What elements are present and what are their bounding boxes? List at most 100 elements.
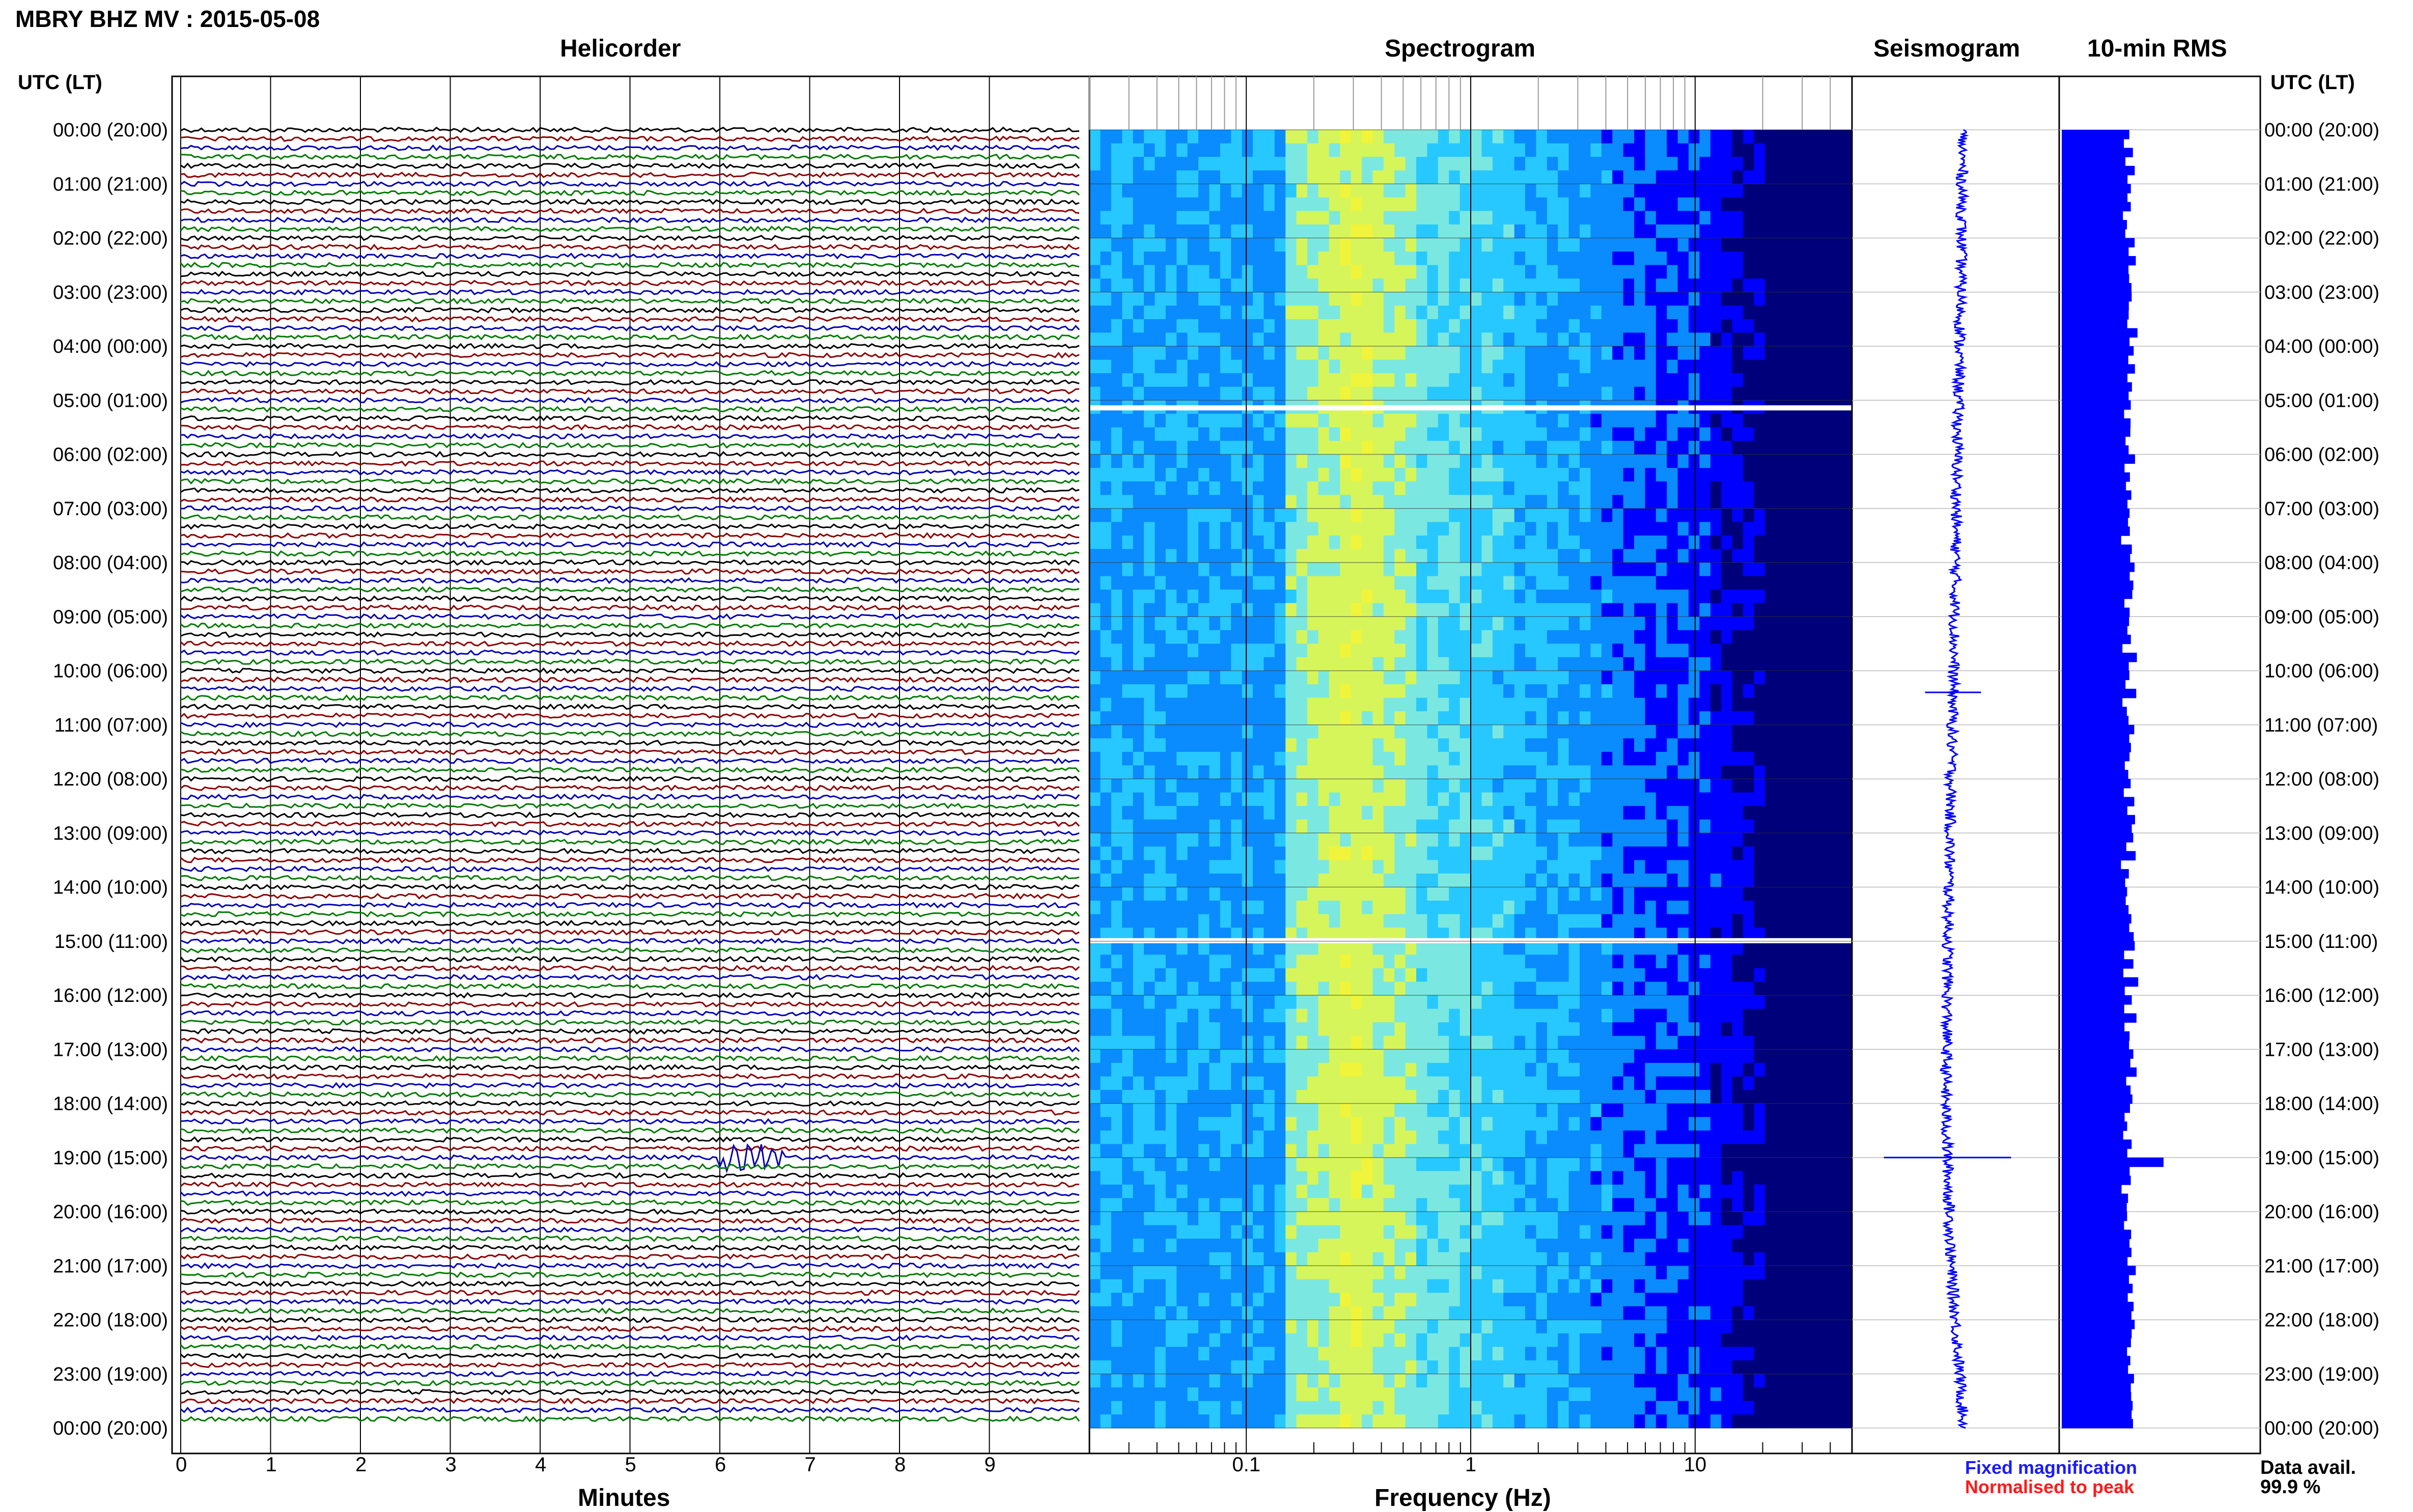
spectrogram-cell: [1220, 1104, 1231, 1117]
spectrogram-cell: [1144, 414, 1155, 428]
spectrogram-cell: [1242, 265, 1253, 279]
spectrogram-cell: [1438, 576, 1449, 590]
spectrogram-cell: [1427, 332, 1438, 346]
spectrogram-cell: [1362, 1090, 1373, 1104]
spectrogram-cell: [1471, 1158, 1482, 1171]
spectrogram-cell: [1133, 1374, 1144, 1388]
spectrogram-cell: [1111, 1225, 1123, 1239]
spectrogram-cell: [1209, 305, 1220, 319]
spectrogram-cell: [1493, 1414, 1504, 1428]
spectrogram-cell: [1547, 1144, 1558, 1158]
spectrogram-cell: [1449, 1158, 1460, 1171]
spectrogram-cell: [1285, 1144, 1297, 1158]
right-hour-tick-label: 21:00 (17:00): [2264, 1255, 2379, 1277]
spectrogram-cell: [1089, 576, 1101, 590]
spectrogram-cell: [1416, 1374, 1427, 1388]
spectrogram-cell: [1394, 427, 1406, 441]
spectrogram-cell: [1307, 238, 1318, 252]
spectrogram-cell: [1362, 1387, 1373, 1401]
spectrogram-cell: [1122, 847, 1133, 860]
spectrogram-cell: [1188, 1414, 1199, 1428]
spectrogram-cell: [1285, 1252, 1297, 1266]
spectrogram-cell: [1122, 332, 1133, 346]
spectrogram-cell: [1340, 698, 1351, 712]
spectrogram-cell: [1406, 1063, 1417, 1077]
spectrogram-cell: [1329, 914, 1340, 928]
spectrogram-cell: [1569, 820, 1580, 833]
spectrogram-cell: [1503, 1022, 1514, 1036]
spectrogram-cell: [1427, 1063, 1438, 1077]
spectrogram-cell: [1220, 874, 1231, 887]
spectrogram-cell: [1525, 1185, 1536, 1198]
spectrogram-cell: [1623, 779, 1635, 793]
spectrogram-cell: [1231, 1306, 1242, 1320]
spectrogram-cell: [1297, 130, 1308, 144]
spectrogram-cell: [1122, 752, 1133, 766]
spectrogram-cell: [1590, 684, 1602, 698]
spectrogram-cell: [1166, 130, 1177, 144]
spectrogram-cell: [1264, 211, 1275, 225]
spectrogram-cell: [1297, 833, 1308, 847]
spectrogram-cell: [1231, 671, 1242, 685]
spectrogram-cell: [1242, 1266, 1253, 1279]
spectrogram-cell: [1362, 144, 1373, 157]
spectrogram-cell: [1525, 820, 1536, 833]
spectrogram-cell: [1275, 1090, 1286, 1104]
spectrogram-cell: [1089, 198, 1101, 211]
spectrogram-cell: [1493, 698, 1504, 712]
spectrogram-cell: [1602, 1036, 1613, 1050]
spectrogram-cell: [1438, 874, 1449, 887]
spectrogram-cell: [1590, 847, 1602, 860]
spectrogram-cell: [1297, 251, 1308, 265]
spectrogram-cell: [1471, 265, 1482, 279]
spectrogram-cell: [1580, 793, 1591, 806]
spectrogram-cell: [1547, 1401, 1558, 1415]
spectrogram-cell: [1416, 968, 1427, 982]
spectrogram-cell: [1612, 684, 1623, 698]
spectrogram-cell: [1220, 441, 1231, 455]
spectrogram-cell: [1449, 184, 1460, 198]
spectrogram-cell: [1481, 292, 1493, 306]
spectrogram-cell: [1100, 157, 1111, 171]
spectrogram-cell: [1536, 725, 1547, 739]
spectrogram-cell: [1394, 1171, 1406, 1185]
spectrogram-cell: [1264, 1306, 1275, 1320]
spectrogram-cell: [1580, 1049, 1591, 1063]
spectrogram-cell: [1525, 1090, 1536, 1104]
spectrogram-cell: [1307, 468, 1318, 482]
spectrogram-cell: [1569, 752, 1580, 766]
spectrogram-cell: [1318, 225, 1329, 238]
spectrogram-cell: [1144, 144, 1155, 157]
spectrogram-cell: [1176, 711, 1188, 725]
spectrogram-cell: [1416, 738, 1427, 752]
spectrogram-cell: [1176, 1225, 1188, 1239]
spectrogram-cell: [1514, 1239, 1526, 1252]
spectrogram-cell: [1438, 509, 1449, 522]
spectrogram-cell: [1416, 1266, 1427, 1279]
spectrogram-cell: [1166, 711, 1177, 725]
spectrogram-cell: [1220, 738, 1231, 752]
spectrogram-cell: [1351, 130, 1362, 144]
spectrogram-cell: [1166, 765, 1177, 779]
spectrogram-cell: [1351, 1185, 1362, 1198]
spectrogram-cell: [1188, 955, 1199, 968]
spectrogram-cell: [1536, 833, 1547, 847]
spectrogram-cell: [1089, 1063, 1101, 1077]
spectrogram-cell: [1416, 711, 1427, 725]
spectrogram-cell: [1558, 1306, 1569, 1320]
spectrogram-cell: [1133, 251, 1144, 265]
spectrogram-cell: [1307, 874, 1318, 887]
spectrogram-cell: [1394, 1239, 1406, 1252]
spectrogram-cell: [1384, 698, 1395, 712]
spectrogram-cell: [1166, 1198, 1177, 1212]
spectrogram-cell: [1372, 684, 1384, 698]
spectrogram-cell: [1351, 522, 1362, 536]
spectrogram-cell: [1253, 1185, 1264, 1198]
spectrogram-cell: [1100, 1239, 1111, 1252]
spectrogram-cell: [1372, 225, 1384, 238]
spectrogram-cell: [1111, 982, 1123, 995]
spectrogram-cell: [1569, 332, 1580, 346]
spectrogram-cell: [1602, 198, 1613, 211]
spectrogram-cell: [1362, 698, 1373, 712]
spectrogram-cell: [1580, 1333, 1591, 1347]
